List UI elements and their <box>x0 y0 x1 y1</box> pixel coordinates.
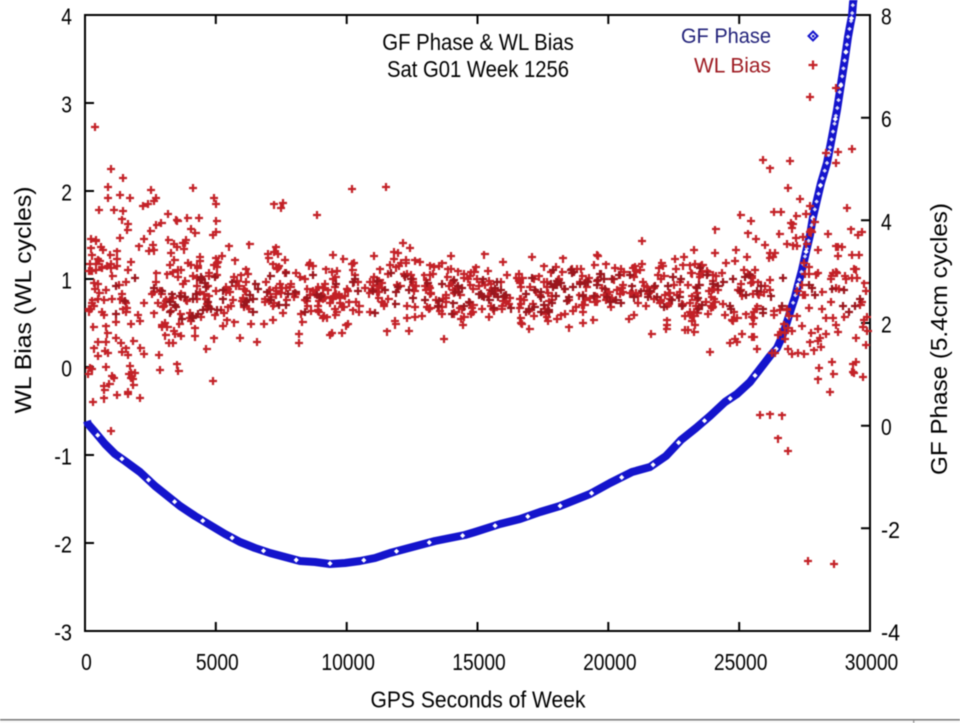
svg-text:0: 0 <box>881 414 892 440</box>
svg-text:2: 2 <box>61 180 72 206</box>
svg-text:-4: -4 <box>881 620 900 646</box>
svg-text:4: 4 <box>881 209 892 235</box>
svg-text:GF Phase & WL Bias: GF Phase & WL Bias <box>382 29 574 55</box>
svg-text:WL Bias (WL cycles): WL Bias (WL cycles) <box>10 187 36 414</box>
svg-text:10000: 10000 <box>321 649 375 675</box>
svg-text:0: 0 <box>61 356 72 382</box>
svg-text:-3: -3 <box>54 620 72 646</box>
svg-text:-1: -1 <box>54 444 72 470</box>
svg-text:1: 1 <box>61 268 72 294</box>
svg-text:2: 2 <box>881 312 892 338</box>
svg-text:20000: 20000 <box>583 649 637 675</box>
svg-text:GF Phase: GF Phase <box>681 25 771 48</box>
svg-text:30000: 30000 <box>845 649 899 675</box>
svg-text:0: 0 <box>81 649 92 675</box>
svg-text:4: 4 <box>61 4 72 30</box>
svg-text:8: 8 <box>881 4 892 30</box>
svg-text:-2: -2 <box>881 517 900 543</box>
svg-text:25000: 25000 <box>714 649 768 675</box>
svg-text:3: 3 <box>61 92 72 118</box>
svg-text:Sat G01 Week 1256: Sat G01 Week 1256 <box>387 56 569 82</box>
svg-text:-2: -2 <box>54 532 72 558</box>
svg-text:6: 6 <box>881 106 892 132</box>
svg-text:5000: 5000 <box>196 649 239 675</box>
svg-text:WL Bias: WL Bias <box>694 55 771 78</box>
svg-text:15000: 15000 <box>452 649 506 675</box>
svg-text:GF Phase (5.4cm cycles): GF Phase (5.4cm cycles) <box>926 203 952 475</box>
svg-text:GPS Seconds of Week: GPS Seconds of Week <box>371 687 586 713</box>
